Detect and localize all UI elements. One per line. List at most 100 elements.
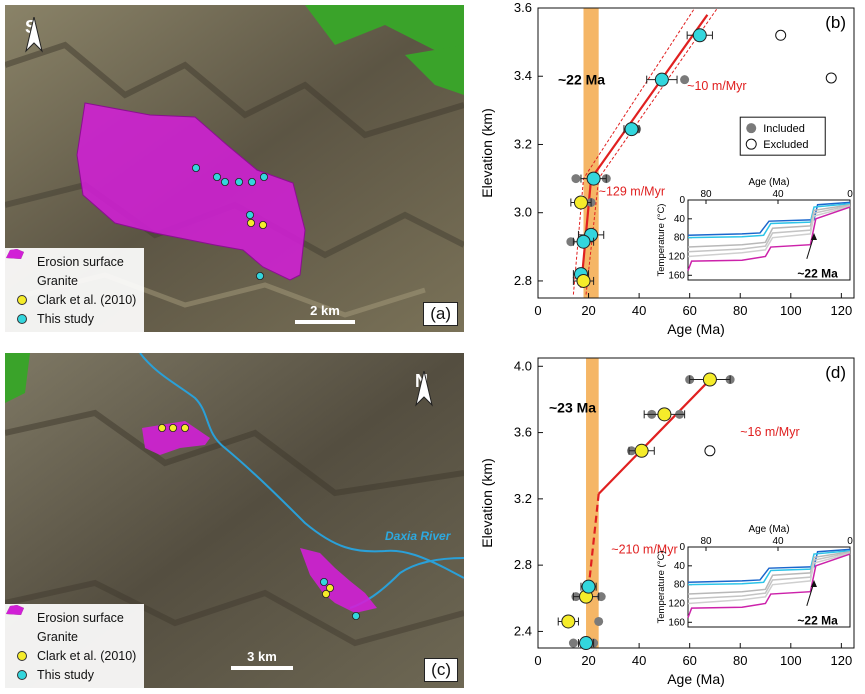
- legend-item: Granite: [6, 605, 136, 646]
- clark-point: [634, 443, 649, 458]
- legend-item: Erosion surface: [6, 605, 136, 627]
- this-study-sample-dot: [191, 163, 200, 172]
- this-study-point: [586, 171, 601, 186]
- x-tick-label: 60: [682, 303, 696, 318]
- clark-sample-dot: [180, 424, 189, 433]
- legend-box: [739, 116, 826, 156]
- clark-point: [573, 195, 588, 210]
- x-tick-label: 100: [780, 653, 802, 668]
- x-tick-label: 60: [682, 653, 696, 668]
- y-axis-label: Elevation (km): [479, 458, 495, 547]
- inset-y-tick-label: 160: [668, 617, 685, 628]
- clark-sample-dot: [325, 583, 334, 592]
- scale-bar-a: 2 km: [295, 303, 355, 324]
- sample-dots-c: [157, 424, 360, 620]
- inset-y-tick-label: 160: [668, 270, 685, 281]
- map-panel-c: N Daxia River 3 km Erosion surface Granit…: [5, 353, 464, 688]
- legend-item: This study: [11, 309, 136, 328]
- inset-y-label: Temperature (°C): [656, 551, 667, 624]
- x-tick-label: 80: [733, 303, 747, 318]
- this-study-sample-dot: [212, 172, 221, 181]
- age-band: [583, 8, 599, 298]
- this-study-sample-dot: [255, 271, 264, 280]
- arrow-head-icon: [811, 232, 817, 240]
- clark-point: [561, 614, 576, 629]
- panel-label-c: (c): [424, 658, 458, 682]
- included-point: [568, 638, 578, 648]
- plot-frame: [537, 357, 855, 649]
- granite-polygon-c2: [300, 548, 377, 613]
- panel-label-a: (a): [423, 302, 458, 326]
- thermal-path: [687, 205, 851, 258]
- thermal-path: [687, 550, 851, 586]
- arrow-head-icon: [811, 579, 817, 587]
- y-tick-label: 3.0: [514, 205, 532, 220]
- inset-x-tick-label: 0: [847, 536, 853, 547]
- rate-label: ~129 m/Myr: [599, 185, 665, 199]
- arrow-icon: [415, 371, 433, 407]
- x-tick-label: 40: [632, 653, 646, 668]
- included-point: [594, 616, 604, 626]
- legend-item: Granite: [6, 249, 136, 290]
- excluded-point: [775, 29, 787, 41]
- rate-label: ~10 m/Myr: [687, 79, 746, 93]
- legend-label: Erosion surface: [37, 610, 124, 625]
- this-study-sample-dot: [245, 210, 254, 219]
- x-tick-label: 0: [534, 653, 541, 668]
- y-tick-label: 3.4: [514, 68, 532, 83]
- rate-label: ~210 m/Myr: [611, 543, 677, 557]
- x-tick-label: 100: [780, 303, 802, 318]
- inset-y-tick-label: 80: [674, 233, 686, 244]
- this-study-sample-dot: [220, 177, 229, 186]
- inset-x-tick-label: 80: [700, 189, 712, 200]
- this-study-point: [576, 234, 591, 249]
- plot-frame: [537, 7, 855, 299]
- legend-label: Excluded: [763, 139, 808, 151]
- legend-item: Clark et al. (2010): [11, 646, 136, 665]
- legend-c: Erosion surface Granite Clark et al. (2010…: [5, 604, 145, 688]
- inset-annotation: ~22 Ma: [797, 614, 838, 628]
- this-study-point: [579, 636, 594, 651]
- clark-sample-dot: [321, 589, 330, 598]
- x-tick-label: 80: [733, 653, 747, 668]
- chart-d: 0 20 40 60 80 100 120 2.4 2.8 3.2 3.6 4.0 Age (Ma) El…: [479, 357, 855, 687]
- y-tick-label: 3.2: [514, 491, 532, 506]
- this-study-sample-dot: [247, 177, 256, 186]
- this-study-sample-dot: [234, 177, 243, 186]
- y-tick-label: 2.8: [514, 273, 532, 288]
- this-study-sample-dot: [319, 577, 328, 586]
- map-panel-a: S 2 km Erosion surface Granite Clark et al…: [5, 5, 464, 332]
- clark-point: [702, 372, 717, 387]
- legend-label: This study: [37, 667, 94, 682]
- thermal-path: [687, 548, 851, 584]
- this-study-point: [581, 579, 596, 594]
- sample-dots-a: [191, 163, 268, 280]
- fit-line: [590, 14, 709, 180]
- this-study-point: [654, 72, 669, 87]
- band-label: ~22 Ma: [558, 72, 605, 88]
- y-tick-label: 3.6: [514, 425, 532, 440]
- panel-label: (d): [825, 363, 846, 382]
- this-study-point: [692, 28, 707, 43]
- x-tick-label: 120: [831, 303, 853, 318]
- cyan-dot-icon: [11, 312, 33, 326]
- x-tick-label: 120: [831, 653, 853, 668]
- fit-line-dashed: [587, 493, 600, 589]
- north-arrow-a: S: [25, 17, 43, 53]
- granite-swatch-icon: [6, 249, 33, 288]
- fit-line: [597, 373, 716, 495]
- inset-x-tick-label: 40: [772, 189, 784, 200]
- panel-label: (b): [825, 13, 846, 32]
- excluded-point: [704, 445, 716, 457]
- inset-y-tick-label: 0: [679, 195, 685, 206]
- this-study-sample-dot: [259, 172, 268, 181]
- terrain-image-c: [5, 353, 464, 688]
- y-axis-label: Elevation (km): [479, 108, 495, 197]
- legend-label: Clark et al. (2010): [37, 648, 137, 663]
- erosion-surface-c: [5, 353, 30, 403]
- y-tick-label: 2.8: [514, 557, 532, 572]
- inset-x-tick-label: 40: [772, 536, 784, 547]
- legend-item: Clark et al. (2010): [11, 290, 136, 309]
- inset-y-tick-label: 0: [679, 542, 685, 553]
- cyan-dot-icon: [11, 668, 33, 682]
